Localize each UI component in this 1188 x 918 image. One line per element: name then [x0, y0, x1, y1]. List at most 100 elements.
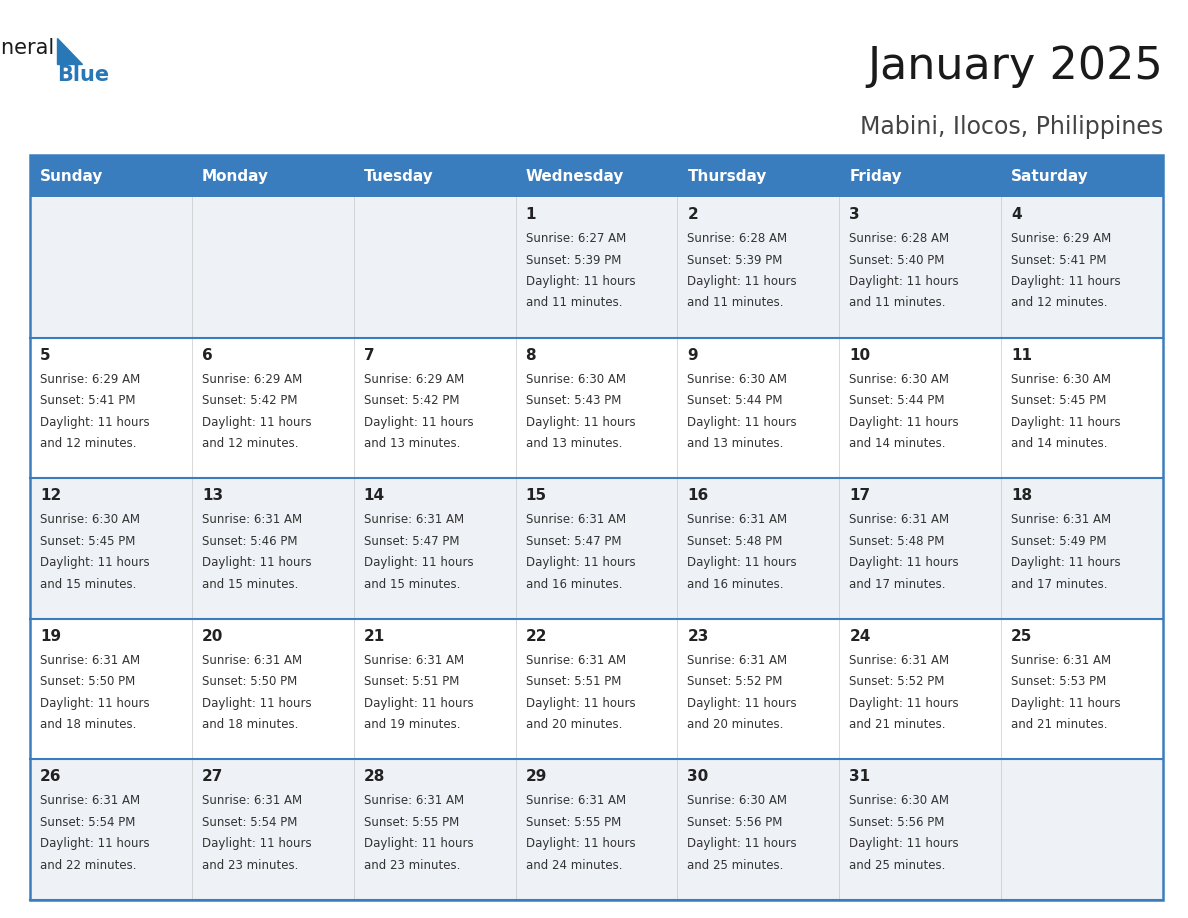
- Text: and 12 minutes.: and 12 minutes.: [1011, 297, 1107, 309]
- Text: and 11 minutes.: and 11 minutes.: [849, 297, 946, 309]
- Text: 27: 27: [202, 769, 223, 784]
- Text: Sunset: 5:53 PM: Sunset: 5:53 PM: [1011, 676, 1106, 688]
- Text: Sunset: 5:42 PM: Sunset: 5:42 PM: [202, 394, 297, 407]
- Bar: [677, 155, 839, 197]
- Bar: [30, 759, 191, 900]
- Text: Sunset: 5:39 PM: Sunset: 5:39 PM: [688, 253, 783, 266]
- Text: Sunrise: 6:30 AM: Sunrise: 6:30 AM: [40, 513, 140, 526]
- Text: 24: 24: [849, 629, 871, 644]
- Text: and 21 minutes.: and 21 minutes.: [849, 718, 946, 732]
- Text: Blue: Blue: [57, 65, 109, 85]
- Bar: [191, 619, 354, 759]
- Text: Sunrise: 6:31 AM: Sunrise: 6:31 AM: [202, 654, 302, 666]
- Text: Mabini, Ilocos, Philippines: Mabini, Ilocos, Philippines: [860, 115, 1163, 139]
- Bar: [1001, 478, 1163, 619]
- Text: and 23 minutes.: and 23 minutes.: [364, 859, 460, 872]
- Text: Daylight: 11 hours: Daylight: 11 hours: [525, 275, 636, 288]
- Text: Daylight: 11 hours: Daylight: 11 hours: [40, 416, 150, 429]
- Bar: [516, 155, 677, 197]
- Text: Daylight: 11 hours: Daylight: 11 hours: [364, 697, 473, 710]
- Text: 15: 15: [525, 488, 546, 503]
- Text: Sunset: 5:45 PM: Sunset: 5:45 PM: [1011, 394, 1106, 407]
- Text: Daylight: 11 hours: Daylight: 11 hours: [40, 556, 150, 569]
- Text: Sunset: 5:40 PM: Sunset: 5:40 PM: [849, 253, 944, 266]
- Text: Sunset: 5:56 PM: Sunset: 5:56 PM: [688, 816, 783, 829]
- Text: 18: 18: [1011, 488, 1032, 503]
- Text: Monday: Monday: [202, 169, 268, 184]
- Bar: [354, 619, 516, 759]
- Text: Sunset: 5:55 PM: Sunset: 5:55 PM: [525, 816, 621, 829]
- Text: Sunrise: 6:29 AM: Sunrise: 6:29 AM: [40, 373, 140, 386]
- Text: Daylight: 11 hours: Daylight: 11 hours: [688, 416, 797, 429]
- Text: and 25 minutes.: and 25 minutes.: [688, 859, 784, 872]
- Bar: [354, 155, 516, 197]
- Text: and 17 minutes.: and 17 minutes.: [1011, 577, 1107, 590]
- Text: Sunset: 5:50 PM: Sunset: 5:50 PM: [202, 676, 297, 688]
- Text: and 12 minutes.: and 12 minutes.: [40, 437, 137, 450]
- Bar: [839, 197, 1001, 338]
- Text: 5: 5: [40, 348, 51, 363]
- Text: 17: 17: [849, 488, 871, 503]
- Text: 20: 20: [202, 629, 223, 644]
- Text: and 20 minutes.: and 20 minutes.: [688, 718, 784, 732]
- Text: 3: 3: [849, 207, 860, 222]
- Text: Wednesday: Wednesday: [525, 169, 624, 184]
- Text: Sunrise: 6:31 AM: Sunrise: 6:31 AM: [525, 794, 626, 808]
- Bar: [30, 619, 191, 759]
- Text: Daylight: 11 hours: Daylight: 11 hours: [1011, 697, 1120, 710]
- Text: 12: 12: [40, 488, 62, 503]
- Bar: [677, 619, 839, 759]
- Text: and 19 minutes.: and 19 minutes.: [364, 718, 460, 732]
- Text: Sunrise: 6:30 AM: Sunrise: 6:30 AM: [849, 794, 949, 808]
- Text: Sunrise: 6:27 AM: Sunrise: 6:27 AM: [525, 232, 626, 245]
- Text: Daylight: 11 hours: Daylight: 11 hours: [202, 556, 311, 569]
- Text: Sunrise: 6:31 AM: Sunrise: 6:31 AM: [688, 513, 788, 526]
- Text: Daylight: 11 hours: Daylight: 11 hours: [202, 416, 311, 429]
- Text: 22: 22: [525, 629, 546, 644]
- Text: 14: 14: [364, 488, 385, 503]
- Text: Sunrise: 6:31 AM: Sunrise: 6:31 AM: [40, 794, 140, 808]
- Text: and 13 minutes.: and 13 minutes.: [364, 437, 460, 450]
- Text: Sunset: 5:56 PM: Sunset: 5:56 PM: [849, 816, 944, 829]
- Text: Sunset: 5:44 PM: Sunset: 5:44 PM: [849, 394, 944, 407]
- Text: Daylight: 11 hours: Daylight: 11 hours: [1011, 416, 1120, 429]
- Text: Daylight: 11 hours: Daylight: 11 hours: [525, 556, 636, 569]
- Bar: [677, 759, 839, 900]
- Text: Sunrise: 6:30 AM: Sunrise: 6:30 AM: [849, 373, 949, 386]
- Text: 26: 26: [40, 769, 62, 784]
- Text: and 11 minutes.: and 11 minutes.: [688, 297, 784, 309]
- Text: Daylight: 11 hours: Daylight: 11 hours: [688, 275, 797, 288]
- Bar: [839, 759, 1001, 900]
- Bar: [354, 197, 516, 338]
- Text: 19: 19: [40, 629, 61, 644]
- Bar: [191, 197, 354, 338]
- Text: and 15 minutes.: and 15 minutes.: [364, 577, 460, 590]
- Text: Saturday: Saturday: [1011, 169, 1089, 184]
- Text: and 16 minutes.: and 16 minutes.: [688, 577, 784, 590]
- Text: Tuesday: Tuesday: [364, 169, 434, 184]
- Bar: [677, 478, 839, 619]
- Text: 7: 7: [364, 348, 374, 363]
- Text: Daylight: 11 hours: Daylight: 11 hours: [849, 837, 959, 850]
- Text: 11: 11: [1011, 348, 1032, 363]
- Text: Sunset: 5:47 PM: Sunset: 5:47 PM: [364, 534, 460, 548]
- Text: Sunrise: 6:31 AM: Sunrise: 6:31 AM: [202, 794, 302, 808]
- Text: 10: 10: [849, 348, 871, 363]
- Text: Sunrise: 6:30 AM: Sunrise: 6:30 AM: [1011, 373, 1111, 386]
- Text: Friday: Friday: [849, 169, 902, 184]
- Bar: [677, 197, 839, 338]
- Text: Sunset: 5:41 PM: Sunset: 5:41 PM: [1011, 253, 1107, 266]
- Text: Daylight: 11 hours: Daylight: 11 hours: [364, 837, 473, 850]
- Text: Sunrise: 6:29 AM: Sunrise: 6:29 AM: [202, 373, 302, 386]
- Text: Thursday: Thursday: [688, 169, 766, 184]
- Text: and 22 minutes.: and 22 minutes.: [40, 859, 137, 872]
- Text: Sunrise: 6:31 AM: Sunrise: 6:31 AM: [688, 654, 788, 666]
- Text: and 14 minutes.: and 14 minutes.: [1011, 437, 1107, 450]
- Bar: [30, 155, 191, 197]
- Text: Daylight: 11 hours: Daylight: 11 hours: [40, 697, 150, 710]
- Text: Sunrise: 6:31 AM: Sunrise: 6:31 AM: [364, 654, 463, 666]
- Text: and 15 minutes.: and 15 minutes.: [40, 577, 137, 590]
- Text: Daylight: 11 hours: Daylight: 11 hours: [849, 275, 959, 288]
- Bar: [516, 478, 677, 619]
- Text: Sunset: 5:43 PM: Sunset: 5:43 PM: [525, 394, 621, 407]
